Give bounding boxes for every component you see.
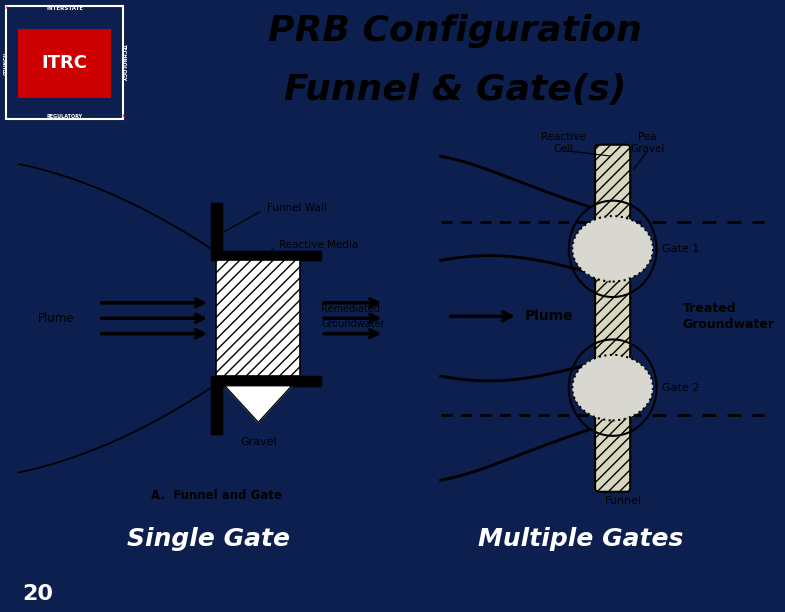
Text: Remediated: Remediated [321, 304, 380, 313]
Text: Groundwater: Groundwater [321, 319, 385, 329]
FancyBboxPatch shape [595, 144, 630, 492]
Bar [211, 203, 221, 260]
Text: Gravel: Gravel [240, 436, 276, 447]
Text: Pea
Gravel: Pea Gravel [630, 132, 665, 154]
Text: Funnel: Funnel [604, 496, 641, 506]
Text: Multiple Gates: Multiple Gates [478, 528, 684, 551]
Text: ITRC: ITRC [42, 54, 88, 72]
Text: Plume: Plume [525, 309, 574, 323]
Text: Funnel & Gate(s): Funnel & Gate(s) [284, 73, 626, 107]
Text: *: * [122, 114, 125, 120]
Bar [217, 251, 321, 260]
Text: A.  Funnel and Gate: A. Funnel and Gate [151, 489, 282, 502]
Text: Reactive
Cell: Reactive Cell [541, 132, 586, 154]
Text: Plume: Plume [38, 312, 75, 325]
Text: TECHNOLOGY: TECHNOLOGY [121, 44, 126, 81]
Text: Gate 1: Gate 1 [662, 244, 699, 254]
Ellipse shape [572, 216, 653, 282]
Text: Gate 2: Gate 2 [662, 382, 699, 393]
Text: Single Gate: Single Gate [126, 528, 290, 551]
Bar [18, 29, 111, 98]
Text: Reactive Media: Reactive Media [279, 240, 359, 250]
Text: Treated
Groundwater: Treated Groundwater [683, 302, 775, 331]
Text: 20: 20 [22, 584, 53, 604]
Text: PRB Configuration: PRB Configuration [268, 14, 642, 48]
Bar [217, 260, 301, 376]
Bar [211, 376, 221, 434]
Bar [217, 376, 321, 386]
Text: INTERSTATE: INTERSTATE [46, 6, 83, 11]
Text: Funnel Wall: Funnel Wall [267, 203, 327, 214]
Ellipse shape [572, 355, 653, 420]
Text: COUNCIL: COUNCIL [4, 51, 9, 75]
Text: REGULATORY: REGULATORY [46, 114, 83, 119]
Polygon shape [225, 386, 292, 422]
Text: *: * [5, 6, 8, 12]
